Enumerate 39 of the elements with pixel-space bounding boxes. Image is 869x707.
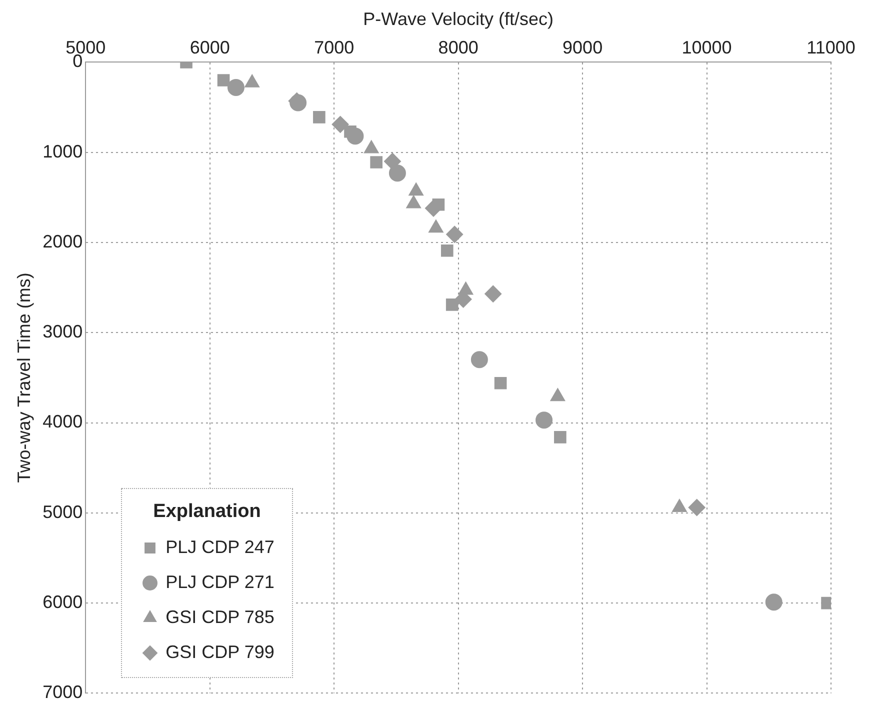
y-tick-label: 2000 (42, 231, 83, 252)
point (765, 594, 782, 611)
x-tick-label: 6000 (190, 37, 230, 58)
point (470, 351, 488, 368)
point (346, 128, 364, 145)
x-tick-label: 11000 (806, 37, 856, 58)
y-axis-title: Two-way Travel Time (ms) (14, 272, 34, 483)
y-tick-label: 7000 (42, 682, 83, 702)
x-tick-label: 8000 (438, 37, 478, 58)
legend-label: PLJ CDP 271 (166, 572, 274, 594)
point (494, 376, 507, 390)
y-tick-label: 3000 (42, 322, 83, 342)
point (446, 226, 464, 243)
point (313, 111, 326, 124)
point (554, 431, 566, 444)
point (440, 244, 454, 257)
x-tick-label: 9000 (562, 37, 603, 58)
point (332, 116, 349, 133)
x-tick-label: 10000 (682, 37, 732, 58)
legend-title: Explanation (152, 501, 262, 524)
x-axis-title: P-Wave Velocity (ft/sec) (363, 8, 554, 29)
point (388, 164, 406, 182)
y-tick-label: 5000 (42, 502, 83, 522)
point (217, 74, 230, 86)
y-tick-label: 1000 (42, 141, 83, 162)
y-tick-label: 4000 (42, 412, 83, 432)
y-tick-label: 6000 (42, 592, 83, 612)
point (384, 152, 401, 170)
point (227, 78, 244, 96)
point (424, 200, 442, 217)
point (688, 499, 706, 516)
point (536, 412, 553, 429)
x-tick-label: 7000 (314, 37, 354, 58)
point (370, 156, 382, 168)
point (484, 285, 502, 302)
legend-label: GSI CDP 785 (166, 607, 274, 628)
legend-label: PLJ CDP 247 (166, 537, 274, 558)
point (446, 298, 458, 311)
legend-label: GSI CDP 799 (166, 642, 274, 664)
